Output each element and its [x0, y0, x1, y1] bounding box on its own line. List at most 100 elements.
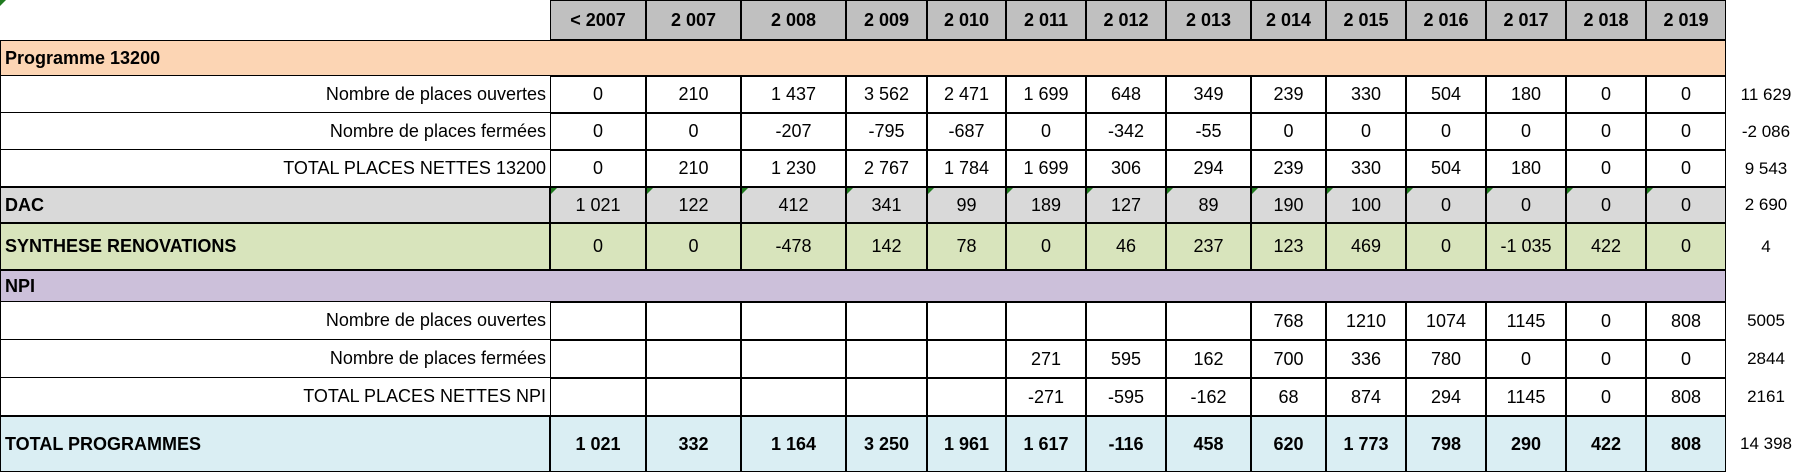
value-cell[interactable]: 78: [927, 223, 1006, 270]
value-cell[interactable]: [846, 302, 927, 340]
value-cell[interactable]: 294: [1166, 150, 1251, 187]
value-cell[interactable]: 0: [1566, 187, 1646, 223]
value-cell[interactable]: -687: [927, 113, 1006, 150]
value-cell[interactable]: 780: [1406, 340, 1486, 378]
value-cell[interactable]: 469: [1326, 223, 1406, 270]
value-cell[interactable]: 0: [1566, 302, 1646, 340]
value-cell[interactable]: 1 961: [927, 416, 1006, 472]
value-cell[interactable]: 0: [1646, 76, 1726, 113]
value-cell[interactable]: 290: [1486, 416, 1566, 472]
value-cell[interactable]: 1 021: [550, 416, 646, 472]
value-cell[interactable]: 122: [646, 187, 741, 223]
value-cell[interactable]: 1 784: [927, 150, 1006, 187]
value-cell[interactable]: 0: [1646, 187, 1726, 223]
value-cell[interactable]: 0: [1566, 340, 1646, 378]
value-cell[interactable]: [741, 302, 846, 340]
value-cell[interactable]: 210: [646, 150, 741, 187]
value-cell[interactable]: [550, 302, 646, 340]
value-cell[interactable]: 0: [1566, 76, 1646, 113]
value-cell[interactable]: 1 617: [1006, 416, 1086, 472]
value-cell[interactable]: 239: [1251, 76, 1326, 113]
value-cell[interactable]: 1145: [1486, 378, 1566, 416]
value-cell[interactable]: -478: [741, 223, 846, 270]
value-cell[interactable]: [927, 378, 1006, 416]
year-header-cell[interactable]: 2 017: [1486, 0, 1566, 40]
value-cell[interactable]: 3 562: [846, 76, 927, 113]
value-cell[interactable]: [550, 378, 646, 416]
value-cell[interactable]: 3 250: [846, 416, 927, 472]
value-cell[interactable]: 68: [1251, 378, 1326, 416]
value-cell[interactable]: 700: [1251, 340, 1326, 378]
value-cell[interactable]: 2 471: [927, 76, 1006, 113]
value-cell[interactable]: 1 773: [1326, 416, 1406, 472]
value-cell[interactable]: 190: [1251, 187, 1326, 223]
value-cell[interactable]: 595: [1086, 340, 1166, 378]
value-cell[interactable]: 0: [1646, 340, 1726, 378]
value-cell[interactable]: [1166, 302, 1251, 340]
value-cell[interactable]: 422: [1566, 223, 1646, 270]
value-cell[interactable]: 504: [1406, 76, 1486, 113]
value-cell[interactable]: 330: [1326, 150, 1406, 187]
value-cell[interactable]: 2 767: [846, 150, 927, 187]
value-cell[interactable]: [550, 340, 646, 378]
value-cell[interactable]: 808: [1646, 416, 1726, 472]
value-cell[interactable]: 1 230: [741, 150, 846, 187]
value-cell[interactable]: 336: [1326, 340, 1406, 378]
value-cell[interactable]: 123: [1251, 223, 1326, 270]
value-cell[interactable]: 127: [1086, 187, 1166, 223]
value-cell[interactable]: 874: [1326, 378, 1406, 416]
value-cell[interactable]: -162: [1166, 378, 1251, 416]
value-cell[interactable]: 0: [1006, 223, 1086, 270]
value-cell[interactable]: 180: [1486, 150, 1566, 187]
value-cell[interactable]: [646, 378, 741, 416]
value-cell[interactable]: -795: [846, 113, 927, 150]
value-cell[interactable]: 0: [550, 223, 646, 270]
value-cell[interactable]: [846, 378, 927, 416]
year-header-cell[interactable]: 2 015: [1326, 0, 1406, 40]
value-cell[interactable]: 0: [1646, 150, 1726, 187]
value-cell[interactable]: [927, 340, 1006, 378]
value-cell[interactable]: 504: [1406, 150, 1486, 187]
year-header-cell[interactable]: 2 007: [646, 0, 741, 40]
year-header-cell[interactable]: 2 010: [927, 0, 1006, 40]
value-cell[interactable]: 1 699: [1006, 150, 1086, 187]
value-cell[interactable]: 458: [1166, 416, 1251, 472]
value-cell[interactable]: 808: [1646, 302, 1726, 340]
year-header-cell[interactable]: < 2007: [550, 0, 646, 40]
value-cell[interactable]: 349: [1166, 76, 1251, 113]
value-cell[interactable]: 620: [1251, 416, 1326, 472]
value-cell[interactable]: 142: [846, 223, 927, 270]
value-cell[interactable]: 341: [846, 187, 927, 223]
value-cell[interactable]: 332: [646, 416, 741, 472]
year-header-cell[interactable]: 2 014: [1251, 0, 1326, 40]
value-cell[interactable]: 0: [1566, 150, 1646, 187]
value-cell[interactable]: -1 035: [1486, 223, 1566, 270]
value-cell[interactable]: 1 021: [550, 187, 646, 223]
value-cell[interactable]: [741, 340, 846, 378]
value-cell[interactable]: 0: [1006, 113, 1086, 150]
value-cell[interactable]: 648: [1086, 76, 1166, 113]
value-cell[interactable]: 89: [1166, 187, 1251, 223]
value-cell[interactable]: 330: [1326, 76, 1406, 113]
value-cell[interactable]: [1006, 302, 1086, 340]
value-cell[interactable]: 0: [1566, 378, 1646, 416]
value-cell[interactable]: 239: [1251, 150, 1326, 187]
value-cell[interactable]: [646, 340, 741, 378]
year-header-cell[interactable]: 2 011: [1006, 0, 1086, 40]
value-cell[interactable]: 0: [1326, 113, 1406, 150]
year-header-cell[interactable]: 2 008: [741, 0, 846, 40]
year-header-cell[interactable]: 2 013: [1166, 0, 1251, 40]
value-cell[interactable]: 1 164: [741, 416, 846, 472]
value-cell[interactable]: 180: [1486, 76, 1566, 113]
value-cell[interactable]: 0: [1486, 113, 1566, 150]
value-cell[interactable]: 422: [1566, 416, 1646, 472]
value-cell[interactable]: 1 699: [1006, 76, 1086, 113]
value-cell[interactable]: 100: [1326, 187, 1406, 223]
value-cell[interactable]: 294: [1406, 378, 1486, 416]
value-cell[interactable]: 0: [1486, 187, 1566, 223]
value-cell[interactable]: -55: [1166, 113, 1251, 150]
value-cell[interactable]: 237: [1166, 223, 1251, 270]
value-cell[interactable]: 808: [1646, 378, 1726, 416]
value-cell[interactable]: 271: [1006, 340, 1086, 378]
year-header-cell[interactable]: 2 009: [846, 0, 927, 40]
